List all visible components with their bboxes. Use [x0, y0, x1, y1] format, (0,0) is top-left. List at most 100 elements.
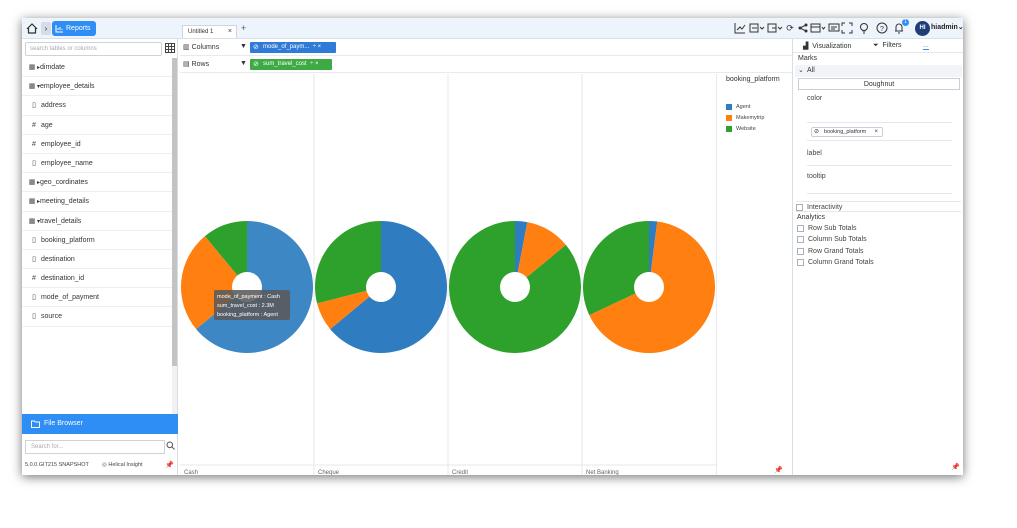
tab-untitled[interactable]: Untitled 1 × [182, 25, 237, 38]
marks-all-row[interactable]: ⌄ All [795, 65, 962, 77]
interactivity-checkbox[interactable] [796, 204, 803, 211]
columns-shelf[interactable]: ▥ Columns ▼ ⊘ mode_of_paym... ÷ × [180, 39, 792, 56]
tree-item-employee-details[interactable]: ▦ ▾employee_details [22, 77, 172, 97]
doughnut-slice-makemytrip[interactable] [515, 222, 566, 287]
pin-icon[interactable]: 📌 [951, 464, 960, 471]
expand-icon[interactable]: ▸ [37, 199, 41, 206]
refresh-icon[interactable]: ⟳ [786, 23, 794, 33]
doughnut-slice-website[interactable] [583, 221, 649, 316]
analytics-checkbox[interactable] [797, 236, 804, 244]
close-icon[interactable]: × [315, 61, 319, 67]
fullscreen-icon[interactable] [841, 22, 853, 34]
file-search-input[interactable]: Search for... [25, 440, 165, 454]
legend-item[interactable]: Agent [726, 104, 750, 110]
doughnut-slice-makemytrip[interactable] [317, 287, 381, 330]
search-icon[interactable] [166, 441, 175, 452]
columns-pill[interactable]: ⊘ mode_of_paym... ÷ × [250, 42, 336, 53]
bulb-icon[interactable] [858, 22, 870, 34]
tab-more[interactable]: ... [923, 42, 929, 50]
chart-area[interactable]: Cash Cheque Credit Net Banking mode_of_payme… [180, 74, 716, 475]
analytics-option[interactable]: Row Sub Totals [797, 225, 857, 232]
pin-icon[interactable]: 📌 [774, 467, 783, 474]
tree-item-mode-of-payment[interactable]: ▯ mode_of_payment [22, 288, 172, 308]
tree-item-age[interactable]: # age [22, 116, 172, 135]
tree-item-booking-platform[interactable]: ▯ booking_platform [22, 231, 172, 250]
expand-icon[interactable]: ▸ [37, 65, 41, 71]
expand-icon[interactable]: ▾ [37, 84, 41, 91]
share-out-icon[interactable] [767, 22, 783, 34]
text-icon: ▯ [32, 102, 36, 110]
doughnut-slice-website[interactable] [315, 221, 381, 304]
legend-label: Website [736, 126, 756, 132]
file-browser-button[interactable]: File Browser [22, 414, 178, 434]
tree-item-employee-id[interactable]: # employee_id [22, 135, 172, 154]
pin-icon[interactable]: 📌 [165, 462, 174, 469]
tab-filters[interactable]: ⏷ Filters [873, 42, 902, 50]
doughnut-slice-agent[interactable] [649, 221, 658, 287]
home-icon[interactable] [25, 22, 39, 35]
caret-down-icon[interactable]: ▼ [240, 60, 247, 67]
analytics-option[interactable]: Row Grand Totals [797, 247, 864, 255]
rows-shelf[interactable]: ▤ Rows ▼ ⊘ sum_travel_cost ÷ × [180, 56, 792, 73]
share-icon[interactable] [797, 22, 809, 34]
filter-icon: ⏷ [873, 42, 879, 49]
layout-icon[interactable] [810, 22, 826, 34]
tree-item-destination-id[interactable]: # destination_id [22, 269, 172, 289]
tab-visualization[interactable]: ▟ Visualization [803, 42, 851, 50]
analytics-checkbox[interactable] [797, 258, 804, 266]
chart-type-select[interactable]: Doughnut [798, 78, 960, 90]
legend-item[interactable]: Makemytrip [726, 115, 764, 121]
folder-icon [31, 414, 40, 436]
expand-icon[interactable]: ▾ [37, 218, 41, 225]
text-icon: ▯ [32, 159, 36, 167]
help-icon[interactable]: ? [876, 22, 888, 34]
present-icon[interactable] [828, 22, 840, 34]
analytics-option[interactable]: Column Grand Totals [797, 258, 874, 266]
color-mark[interactable]: color [807, 95, 952, 123]
label-mark[interactable]: label [807, 140, 952, 166]
close-icon[interactable]: × [874, 129, 878, 135]
close-icon[interactable]: × [227, 28, 232, 35]
caret-down-icon[interactable]: ▼ [240, 43, 247, 50]
table-icon: ▦ [28, 83, 36, 91]
doughnut-hole [634, 272, 664, 302]
scrollbar-thumb[interactable] [172, 58, 177, 366]
line-chart-icon[interactable] [734, 22, 746, 34]
tree-item-label: employee_id [40, 140, 81, 148]
scrollbar[interactable] [172, 58, 177, 432]
tree-item-source[interactable]: ▯ source [22, 307, 172, 327]
tree-item-travel-details[interactable]: ▦ ▾travel_details [22, 212, 172, 231]
avatar[interactable]: HI [915, 21, 930, 36]
tree-item-meeting-details[interactable]: ▦ ▸meeting_details [22, 192, 172, 212]
bell-icon[interactable] [893, 22, 905, 34]
analytics-checkbox[interactable] [797, 225, 804, 232]
grid-icon[interactable] [165, 43, 175, 55]
add-tab-icon[interactable]: + [241, 23, 247, 33]
chevron-down-icon: ⌄ [798, 67, 804, 74]
tree-item-dimdate[interactable]: ▦ ▸dimdate [22, 58, 172, 78]
pill-menu-icon[interactable]: ÷ [308, 61, 315, 67]
user-name[interactable]: hiadmin⌄ [931, 23, 963, 31]
color-chip[interactable]: ⊘ booking_platform × [811, 127, 883, 137]
tree-item-destination[interactable]: ▯ destination [22, 250, 172, 270]
analytics-option[interactable]: Column Sub Totals [797, 236, 867, 244]
analytics-checkbox[interactable] [797, 247, 804, 255]
chevron-right-icon[interactable]: › [41, 22, 51, 35]
tree-item-employee-name[interactable]: ▯ employee_name [22, 154, 172, 174]
export-icon[interactable] [749, 22, 765, 34]
doughnut-chart[interactable]: Cash Cheque Credit Net Banking mode_of_payme… [180, 74, 716, 475]
pill-menu-icon[interactable]: ÷ [311, 44, 318, 50]
interactivity-toggle[interactable]: Interactivity [796, 201, 961, 212]
legend-item[interactable]: Website [726, 126, 756, 132]
doughnut-slice-makemytrip[interactable] [181, 236, 247, 330]
tree-item-address[interactable]: ▯ address [22, 96, 172, 116]
table-search-input[interactable]: search tables or columns [25, 42, 162, 56]
doughnut-slice-agent[interactable] [515, 221, 528, 287]
doughnut-slice-website[interactable] [204, 221, 247, 287]
reports-button[interactable]: Reports [52, 21, 96, 36]
expand-icon[interactable]: ▸ [37, 180, 41, 187]
tooltip-mark[interactable]: tooltip [807, 166, 952, 194]
tree-item-geo-cordinates[interactable]: ▦ ▸geo_cordinates [22, 173, 172, 193]
rows-pill[interactable]: ⊘ sum_travel_cost ÷ × [250, 59, 332, 70]
close-icon[interactable]: × [317, 44, 322, 50]
